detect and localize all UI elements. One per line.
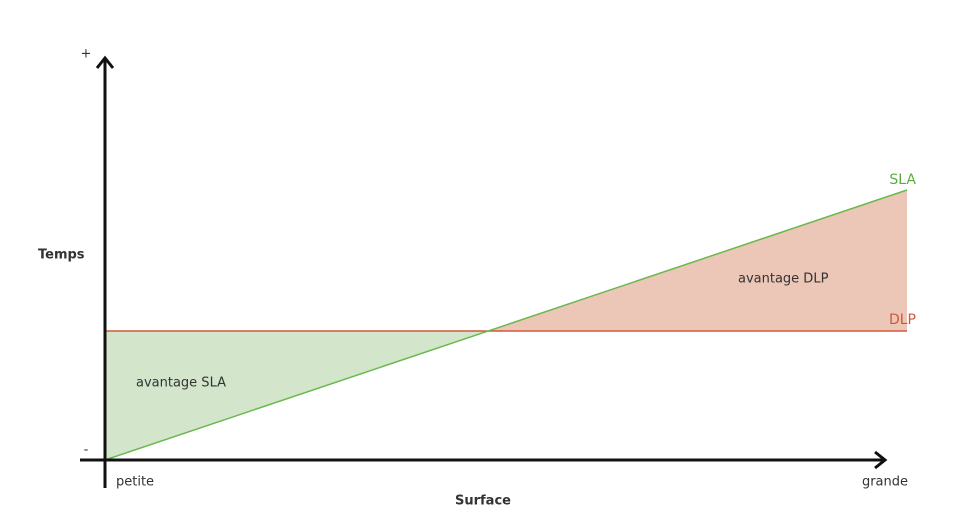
dlp-advantage-label: avantage DLP <box>738 272 829 287</box>
sla-advantage-label: avantage SLA <box>136 376 226 391</box>
dlp-label: DLP <box>889 312 916 328</box>
x-axis-left: petite <box>116 475 154 490</box>
y-axis-label: Temps <box>38 248 85 263</box>
sla-line <box>104 189 908 461</box>
y-axis-top: + <box>81 47 92 62</box>
sla-label: SLA <box>889 172 916 188</box>
y-axis-arrow <box>95 55 115 69</box>
y-axis-bottom: - <box>84 443 89 458</box>
x-axis-label: Surface <box>455 494 511 509</box>
x-axis-right: grande <box>862 475 908 490</box>
x-axis-arrow <box>874 450 888 470</box>
